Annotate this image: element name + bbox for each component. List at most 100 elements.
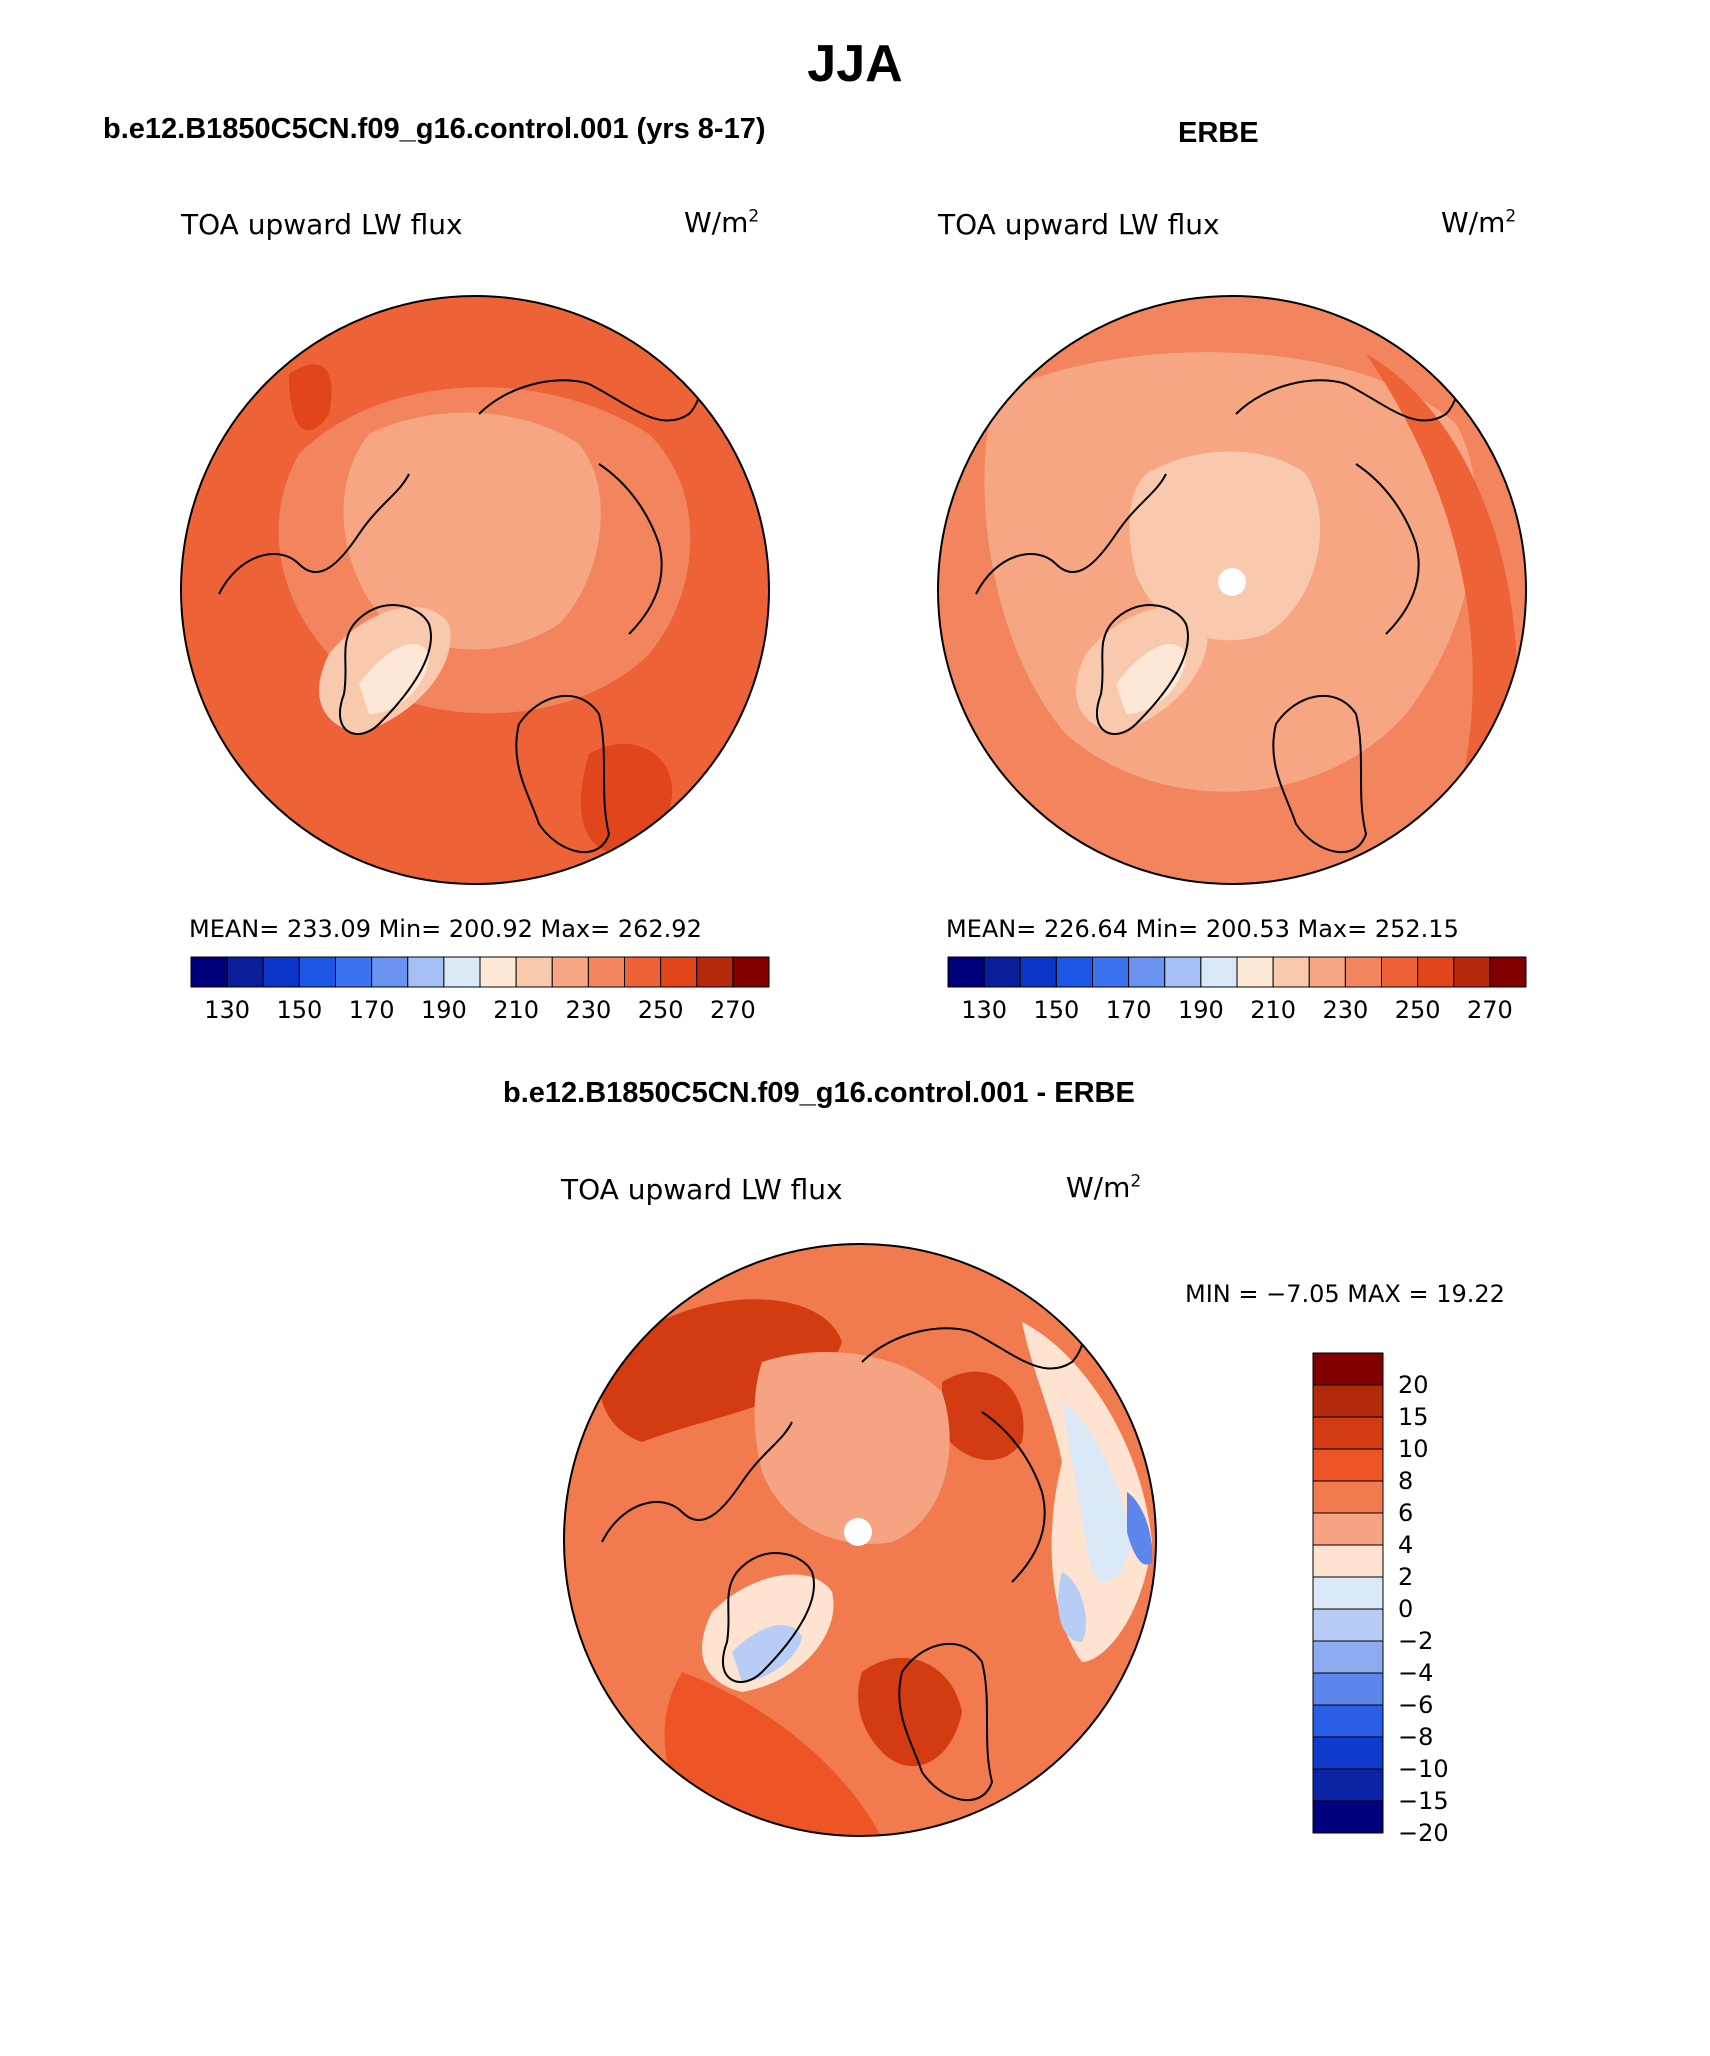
colorbar-swatch	[1344, 956, 1382, 988]
colorbar-tick-label: −4	[1398, 1659, 1434, 1687]
colorbar-tick-label: 130	[961, 996, 1008, 1024]
panel3-case-title: b.e12.B1850C5CN.f09_g16.control.001 - ER…	[503, 1077, 1135, 1109]
panel2-colorbar-ticks: 130 150 170 190 210 230 250 270	[948, 996, 1526, 1026]
colorbar-tick-label: 4	[1398, 1531, 1414, 1559]
colorbar-swatch	[1312, 1736, 1384, 1770]
colorbar-tick-label: 230	[565, 996, 612, 1024]
colorbar-swatch	[1312, 1352, 1384, 1386]
colorbar-swatch	[335, 956, 373, 988]
colorbar-swatch	[696, 956, 734, 988]
colorbar-tick-label: −20	[1398, 1819, 1449, 1847]
colorbar-tick-label: 20	[1398, 1371, 1429, 1399]
colorbar-swatch	[1489, 956, 1527, 988]
colorbar-tick-label: 210	[1250, 996, 1297, 1024]
colorbar-swatch	[983, 956, 1021, 988]
panel1-colorbar-ticks: 130 150 170 190 210 230 250 270	[191, 996, 769, 1026]
colorbar-swatch	[551, 956, 589, 988]
colorbar-swatch	[660, 956, 698, 988]
panel3-stats: MIN = −7.05 MAX = 19.22	[1185, 1280, 1505, 1308]
colorbar-tick-label: −2	[1398, 1627, 1434, 1655]
colorbar-swatch	[1312, 1608, 1384, 1642]
panel1-stats: MEAN= 233.09 Min= 200.92 Max= 262.92	[189, 915, 702, 943]
colorbar-tick-label: −6	[1398, 1691, 1434, 1719]
colorbar-swatch	[407, 956, 445, 988]
colorbar-swatch	[371, 956, 409, 988]
colorbar-swatch	[1092, 956, 1130, 988]
colorbar-tick-label: 250	[1394, 996, 1441, 1024]
colorbar-swatch	[1312, 1448, 1384, 1482]
panel3-colorbar-ticks: 20 15 10 8 6 4 2 0 −2 −4 −6 −8 −10 −15 −20	[1398, 1353, 1478, 1847]
colorbar-tick-label: 8	[1398, 1467, 1414, 1495]
colorbar-swatch	[1312, 1800, 1384, 1834]
colorbar-swatch	[1417, 956, 1455, 988]
colorbar-swatch	[1312, 1416, 1384, 1450]
colorbar-tick-label: 130	[204, 996, 251, 1024]
colorbar-swatch	[443, 956, 481, 988]
colorbar-tick-label: 10	[1398, 1435, 1429, 1463]
colorbar-tick-label: 250	[637, 996, 684, 1024]
colorbar-tick-label: 170	[1105, 996, 1152, 1024]
colorbar-swatch	[947, 956, 985, 988]
colorbar-swatch	[1200, 956, 1238, 988]
colorbar-tick-label: −15	[1398, 1787, 1449, 1815]
panel3-variable-label: TOA upward LW flux	[561, 1173, 843, 1206]
colorbar-swatch	[1312, 1576, 1384, 1610]
colorbar-tick-label: 170	[348, 996, 395, 1024]
colorbar-tick-label: 270	[709, 996, 756, 1024]
colorbar-swatch	[1312, 1704, 1384, 1738]
colorbar-swatch	[1019, 956, 1057, 988]
colorbar-tick-label: 0	[1398, 1595, 1414, 1623]
panel2-variable-label: TOA upward LW flux	[938, 208, 1220, 241]
colorbar-swatch	[1312, 1384, 1384, 1418]
colorbar-swatch	[1236, 956, 1274, 988]
colorbar-swatch	[1312, 1768, 1384, 1802]
colorbar-swatch	[1308, 956, 1346, 988]
colorbar-swatch	[1128, 956, 1166, 988]
colorbar-tick-label: 150	[1033, 996, 1080, 1024]
colorbar-swatch	[1312, 1672, 1384, 1706]
colorbar-swatch	[515, 956, 553, 988]
colorbar-swatch	[226, 956, 264, 988]
colorbar-tick-label: 6	[1398, 1499, 1414, 1527]
colorbar-swatch	[587, 956, 625, 988]
panel2-colorbar	[947, 956, 1527, 988]
colorbar-swatch	[190, 956, 228, 988]
colorbar-swatch	[1312, 1512, 1384, 1546]
colorbar-tick-label: 210	[493, 996, 540, 1024]
colorbar-swatch	[1272, 956, 1310, 988]
panel1-case-title: b.e12.B1850C5CN.f09_g16.control.001 (yrs…	[103, 113, 766, 145]
colorbar-tick-label: 190	[1177, 996, 1224, 1024]
panel1-colorbar	[190, 956, 770, 988]
colorbar-tick-label: 15	[1398, 1403, 1429, 1431]
colorbar-swatch	[732, 956, 770, 988]
panel2-polar-map	[937, 295, 1527, 885]
colorbar-swatch	[1381, 956, 1419, 988]
colorbar-tick-label: 190	[420, 996, 467, 1024]
colorbar-tick-label: −10	[1398, 1755, 1449, 1783]
colorbar-tick-label: 270	[1466, 996, 1513, 1024]
colorbar-swatch	[1453, 956, 1491, 988]
colorbar-swatch	[1164, 956, 1202, 988]
colorbar-tick-label: 230	[1322, 996, 1369, 1024]
panel1-variable-label: TOA upward LW flux	[181, 208, 463, 241]
panel2-stats: MEAN= 226.64 Min= 200.53 Max= 252.15	[946, 915, 1459, 943]
colorbar-swatch	[1312, 1640, 1384, 1674]
colorbar-swatch	[1055, 956, 1093, 988]
panel3-colorbar	[1312, 1352, 1384, 1834]
colorbar-swatch	[624, 956, 662, 988]
figure-title: JJA	[807, 35, 903, 93]
colorbar-swatch	[298, 956, 336, 988]
panel1-units: W/m2	[684, 206, 760, 239]
panel1-polar-map	[180, 295, 770, 885]
colorbar-tick-label: −8	[1398, 1723, 1434, 1751]
colorbar-swatch	[1312, 1544, 1384, 1578]
colorbar-tick-label: 150	[276, 996, 323, 1024]
panel3-polar-map	[563, 1243, 1157, 1837]
colorbar-swatch	[479, 956, 517, 988]
colorbar-tick-label: 2	[1398, 1563, 1414, 1591]
colorbar-swatch	[1312, 1480, 1384, 1514]
panel2-case-title: ERBE	[1178, 117, 1259, 149]
colorbar-swatch	[262, 956, 300, 988]
panel3-units: W/m2	[1066, 1171, 1142, 1204]
panel2-units: W/m2	[1441, 206, 1517, 239]
